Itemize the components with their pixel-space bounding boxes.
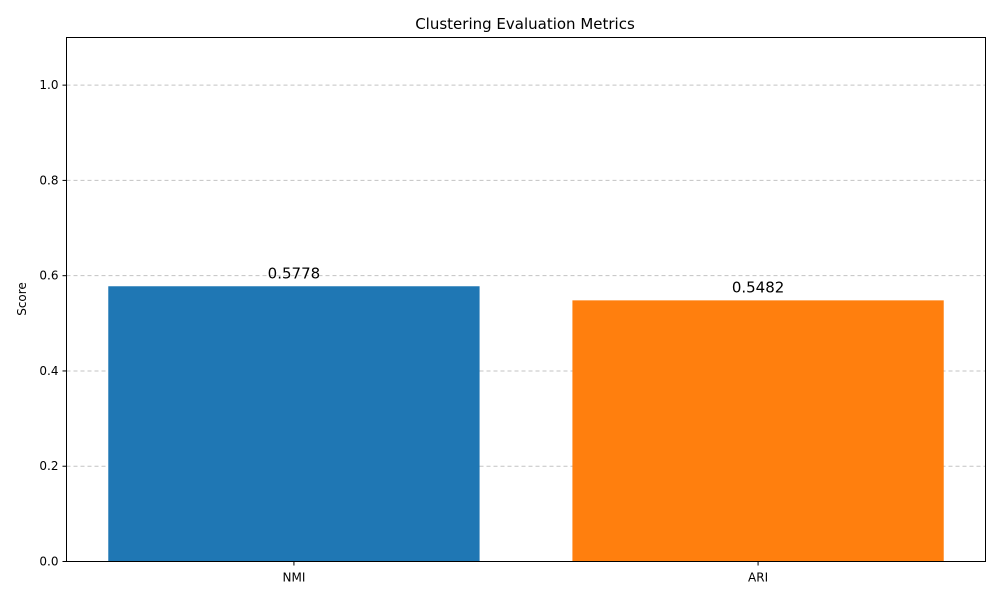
chart-title: Clustering Evaluation Metrics: [415, 15, 635, 33]
y-tick-label: 0.0: [39, 555, 58, 569]
axis-ticks: 0.0 0.2 0.4 0.6 0.8 1.0 NMI ARI: [39, 78, 768, 584]
y-tick-label: 0.2: [39, 459, 58, 473]
value-label-ari: 0.5482: [732, 278, 785, 296]
bars: [108, 286, 944, 562]
x-tick-label-nmi: NMI: [282, 571, 305, 585]
y-axis-label: Score: [15, 282, 29, 316]
y-tick-label: 0.6: [39, 269, 58, 283]
y-tick-label: 0.4: [39, 364, 58, 378]
value-label-nmi: 0.5778: [268, 264, 321, 282]
plot-frame: [66, 37, 986, 562]
value-labels: 0.5778 0.5482: [268, 264, 785, 296]
y-tick-label: 1.0: [39, 78, 58, 92]
bar-nmi: [108, 286, 480, 562]
x-tick-label-ari: ARI: [748, 571, 768, 585]
y-tick-label: 0.8: [39, 173, 58, 187]
bar-ari: [572, 300, 944, 562]
